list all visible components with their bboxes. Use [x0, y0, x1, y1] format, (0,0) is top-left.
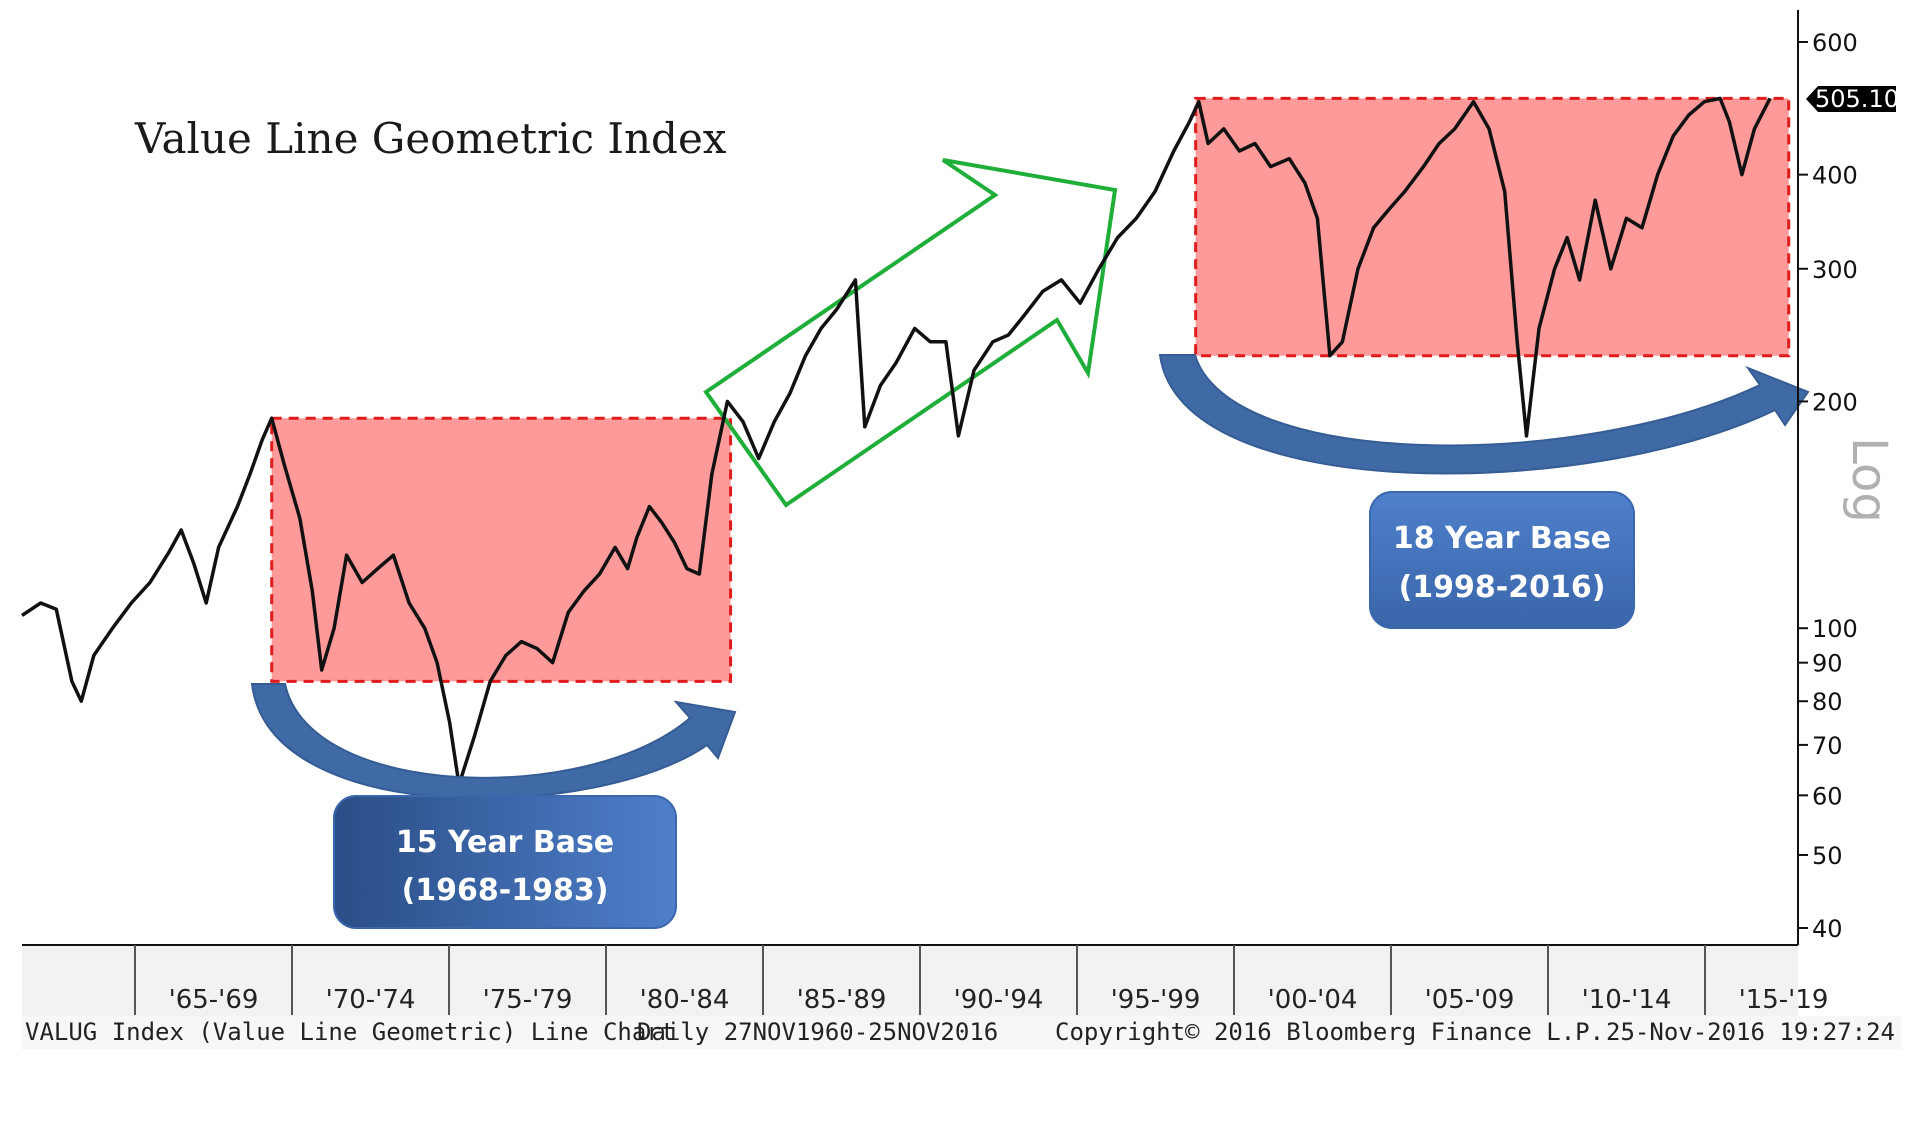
base-box-1968-1983	[270, 416, 733, 683]
x-category-label: '10-'14	[1582, 985, 1672, 1015]
y-axis-label: Log	[1841, 437, 1897, 523]
y-tick-label: 60	[1812, 782, 1843, 810]
y-tick-label: 300	[1812, 256, 1858, 284]
base-label-box-2	[1369, 491, 1635, 629]
trend-arrow	[703, 158, 1118, 508]
x-category-label: '85-'89	[797, 985, 887, 1015]
x-category-label: '75-'79	[483, 985, 573, 1015]
x-category-label: '95-'99	[1111, 985, 1201, 1015]
y-tick-label: 70	[1812, 732, 1843, 760]
x-category-label: '05-'09	[1425, 985, 1515, 1015]
y-tick-label: 80	[1812, 688, 1843, 716]
x-category-label: '70-'74	[326, 985, 416, 1015]
x-category-label: '80-'84	[640, 985, 730, 1015]
x-category-label: '15-'19	[1739, 985, 1829, 1015]
footer-description: VALUG Index (Value Line Geometric) Line …	[25, 1018, 675, 1046]
footer-timestamp: 25-Nov-2016 19:27:24	[1606, 1018, 1895, 1046]
index-line-series	[21, 96, 1772, 787]
x-category-label: '65-'69	[169, 985, 259, 1015]
base-label-1-line-1: 15 Year Base	[396, 825, 614, 860]
footer-copyright: Copyright© 2016 Bloomberg Finance L.P.	[1055, 1018, 1604, 1046]
y-tick-label: 200	[1812, 388, 1858, 416]
x-category-label: '00-'04	[1268, 985, 1358, 1015]
y-tick-label: 50	[1812, 842, 1843, 870]
footer-date-range: Daily 27NOV1960-25NOV2016	[637, 1018, 998, 1046]
y-tick-label: 40	[1812, 915, 1843, 943]
y-axis-ticks: 40 50 60 70 80 90 100 200 300 400 600	[1798, 29, 1858, 943]
last-value-label: 505.10	[1815, 85, 1899, 113]
y-tick-label: 400	[1812, 162, 1858, 190]
base-label-1-line-2: (1968-1983)	[402, 873, 609, 908]
x-category-label: '90-'94	[954, 985, 1044, 1015]
y-tick-label: 600	[1812, 29, 1858, 57]
base-curve-arrow-2	[1158, 354, 1810, 475]
chart-title: Value Line Geometric Index	[134, 114, 727, 163]
base-label-2-line-2: (1998-2016)	[1399, 570, 1606, 605]
base-curve-arrow-1	[250, 683, 737, 800]
base-label-2-line-1: 18 Year Base	[1393, 521, 1611, 556]
footer-band	[22, 1016, 1902, 1050]
y-tick-label: 100	[1812, 615, 1858, 643]
y-tick-label: 90	[1812, 650, 1843, 678]
last-value-marker	[1806, 86, 1896, 112]
x-axis-categories: '65-'69 '70-'74 '75-'79 '80-'84 '85-'89 '90-'…	[134, 945, 1829, 1015]
base-label-box-1	[333, 795, 677, 929]
